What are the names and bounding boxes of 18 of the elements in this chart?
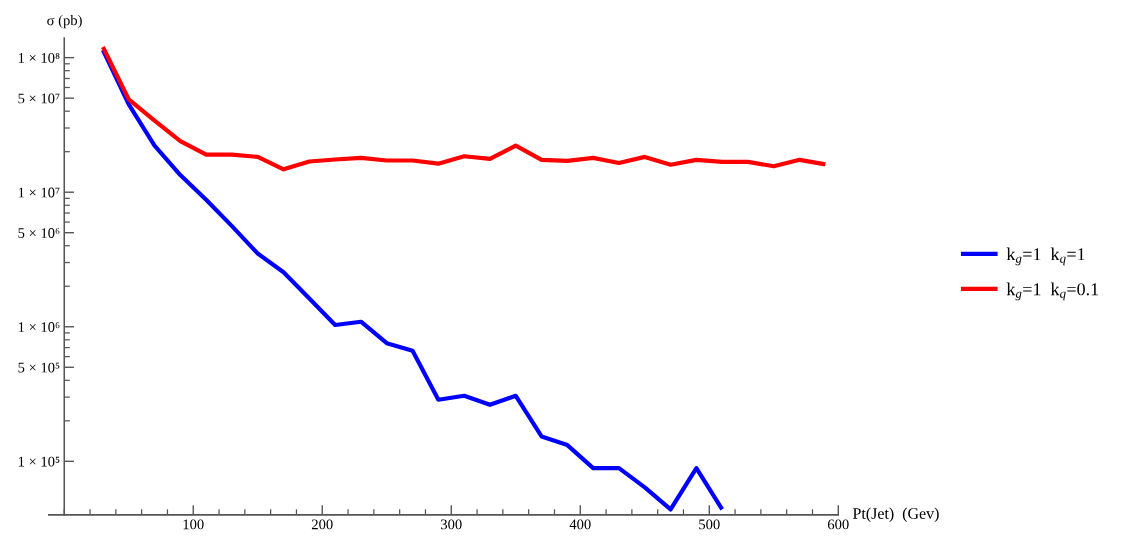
x-tick-label: 300: [441, 519, 462, 530]
line-series: [100, 44, 828, 172]
y-tick-label: 5 × 10⁶: [18, 228, 60, 238]
x-tick-label: 100: [183, 519, 204, 530]
y-tick-label: 1 × 10⁷: [18, 187, 60, 198]
y-tick-label: 5 × 10⁷: [18, 93, 60, 104]
x-tick-label: 500: [699, 519, 720, 530]
y-tick-label: 1 × 10⁵: [18, 456, 60, 467]
y-axis-title: σ (pb): [47, 14, 82, 29]
y-tick-label: 1 × 10⁸: [18, 53, 60, 63]
legend-label: k$_{g}$=1 k$_{q}$=0.1: [1006, 282, 1099, 301]
y-tick-label: 1 × 10⁶: [18, 322, 60, 332]
legend-label: k$_{g}$=1 k$_{q}$=1: [1006, 247, 1085, 266]
x-tick-label: 400: [569, 519, 591, 530]
x-axis-title: Pt(Jet) (Gev): [852, 507, 939, 523]
y-tick-label: 5 × 10⁵: [18, 362, 60, 373]
x-tick-label: 200: [311, 519, 333, 530]
x-tick-label: 600: [827, 519, 849, 530]
